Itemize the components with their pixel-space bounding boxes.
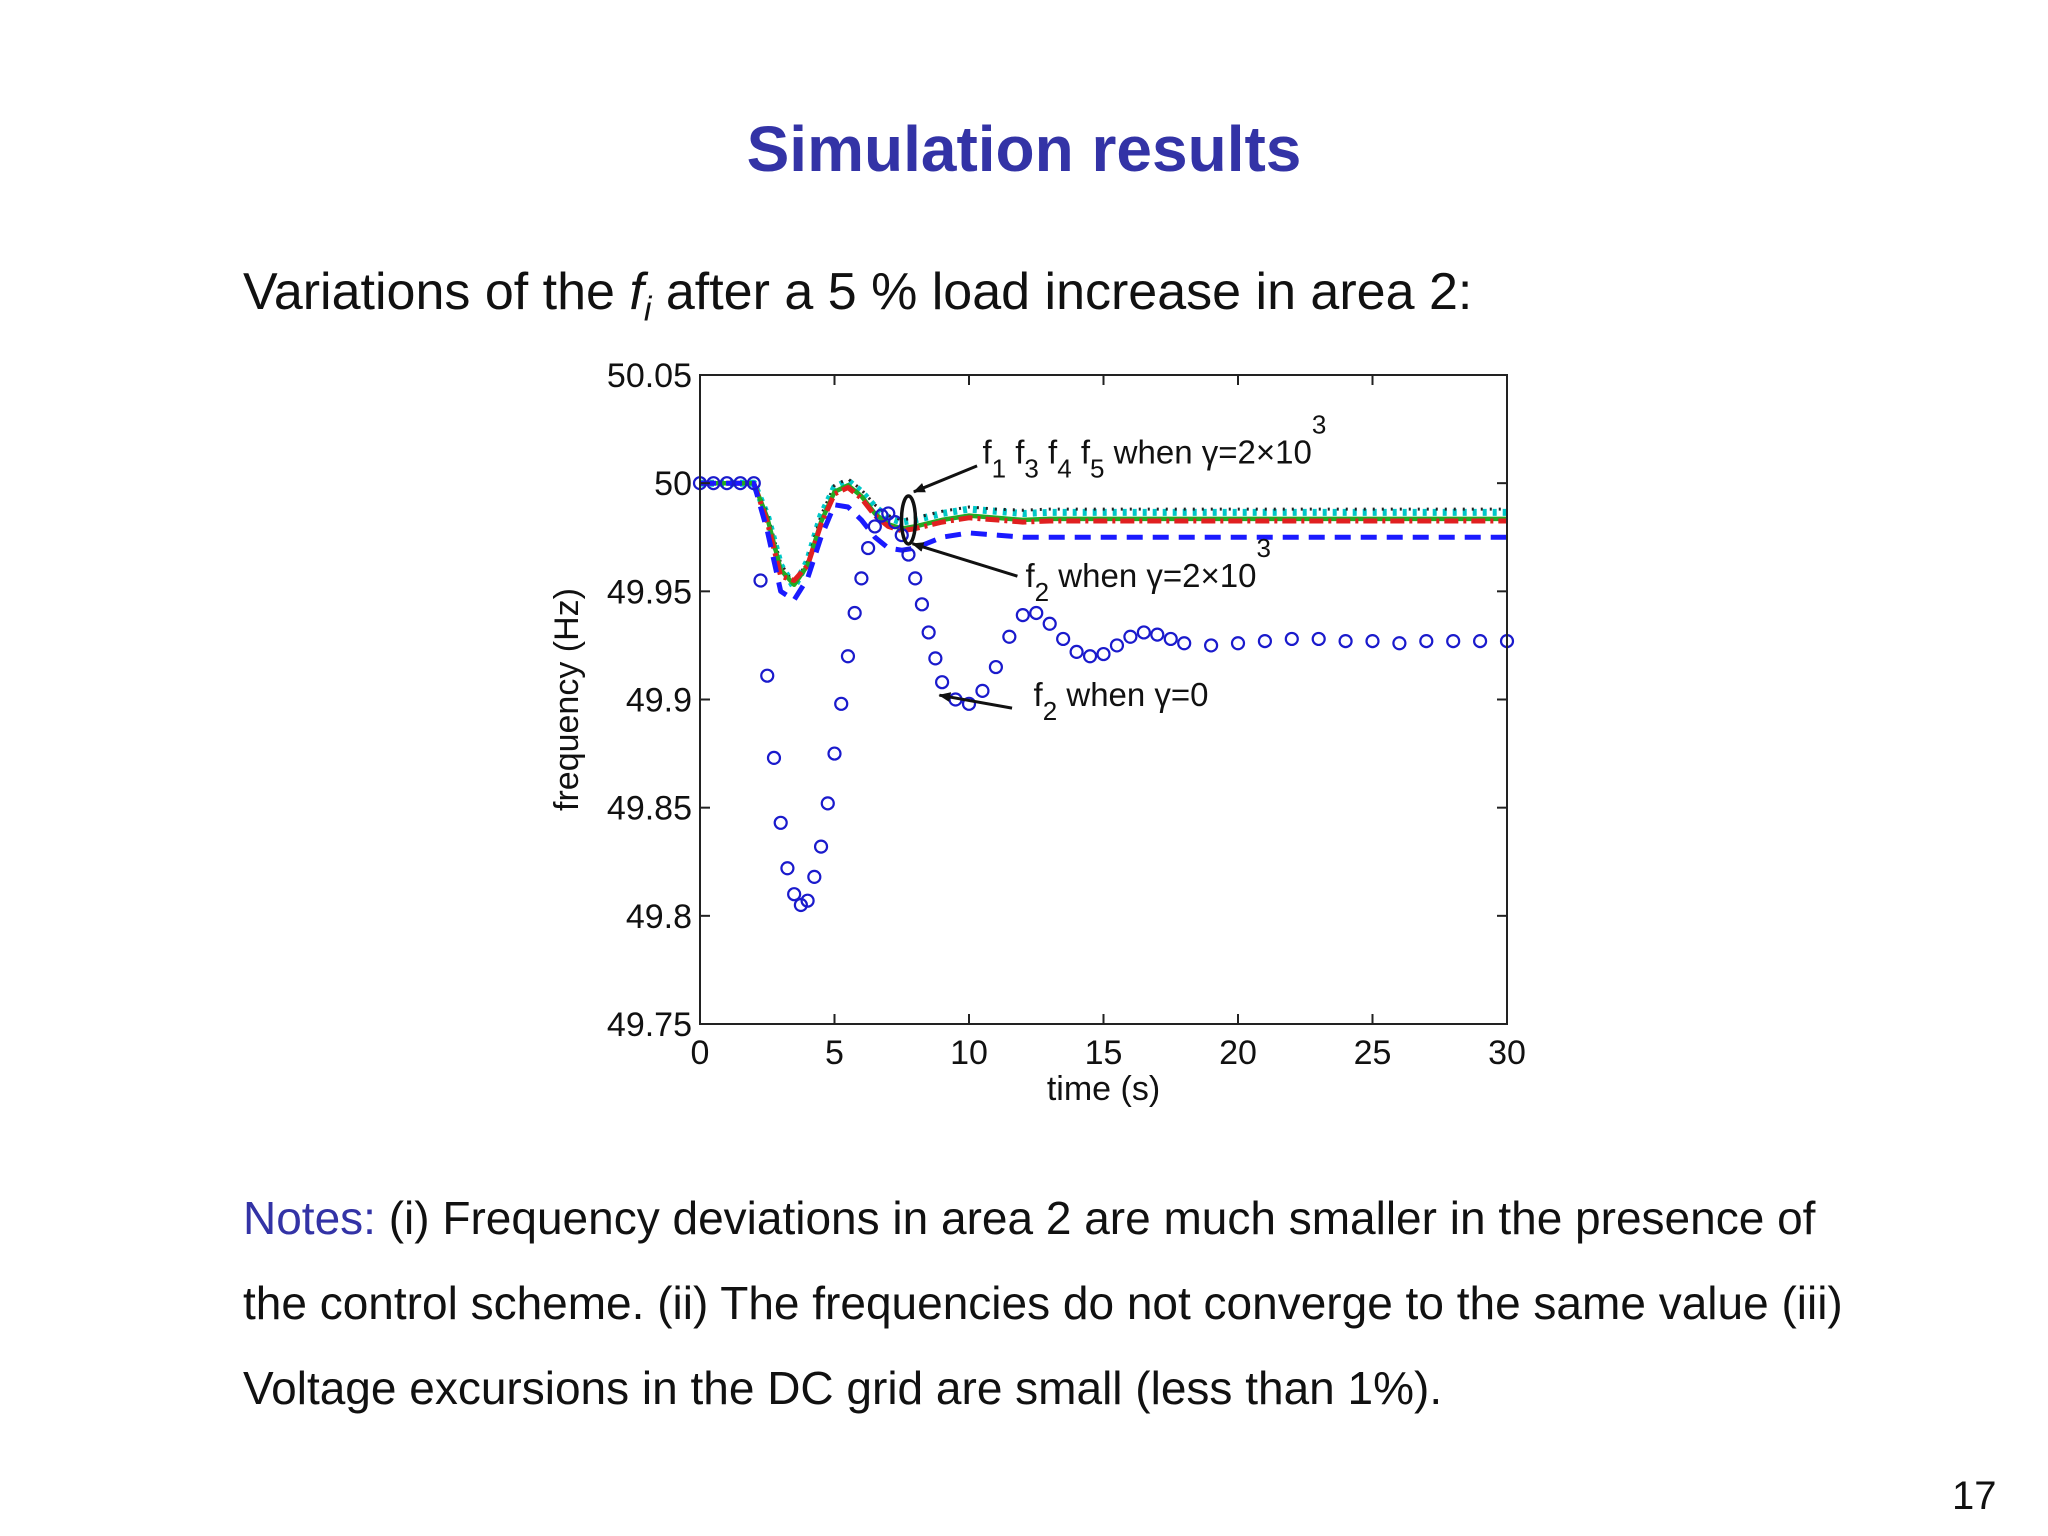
notes-label: Notes:: [243, 1192, 376, 1244]
data-point: [1392, 636, 1407, 651]
intro-variable: fi: [629, 263, 652, 329]
ticks-layer: 0 5 10 15 20 25 30 49.75 49.8 49.85 49.9 49.95 50 50.…: [607, 357, 1526, 1072]
data-point: [787, 887, 802, 902]
data-point: [975, 683, 990, 698]
y-tick-label: 49.75: [607, 1006, 692, 1044]
data-point: [861, 540, 876, 556]
x-tick-label: 25: [1354, 1034, 1392, 1072]
data-point: [1419, 633, 1434, 649]
data-point: [1230, 636, 1246, 651]
data-point: [874, 508, 889, 523]
x-axis-label: time (s): [1047, 1070, 1160, 1108]
y-tick-label: 49.8: [626, 898, 692, 936]
y-tick-label: 50: [654, 465, 692, 503]
data-point: [1069, 644, 1084, 660]
data-point: [1446, 633, 1461, 649]
notes: Notes: (i) Frequency deviations in area …: [243, 1176, 1883, 1431]
data-point: [780, 861, 795, 876]
x-tick-label: 15: [1085, 1034, 1123, 1072]
y-tick-label: 49.85: [607, 790, 692, 828]
y-tick-label: 50.05: [607, 357, 692, 395]
x-tick-label: 0: [691, 1034, 710, 1072]
series-line: [700, 480, 1507, 603]
data-point: [854, 571, 869, 586]
data-point: [928, 651, 943, 666]
x-tick-label: 5: [825, 1034, 844, 1072]
series-line: [700, 477, 1507, 591]
data-point: [1284, 631, 1299, 647]
data-point: [881, 506, 896, 521]
data-point: [1109, 638, 1125, 653]
x-tick-label: 20: [1219, 1034, 1257, 1072]
y-axis-label: frequency (Hz): [548, 588, 586, 811]
slide-title: Simulation results: [746, 113, 1302, 185]
x-tick-label: 10: [950, 1034, 988, 1072]
annotation-label: f2 when γ=2×103: [1025, 533, 1270, 607]
data-point: [840, 649, 856, 664]
data-point: [1163, 631, 1178, 647]
data-point: [1042, 616, 1057, 631]
data-point: [1338, 633, 1353, 649]
data-point: [1472, 633, 1488, 649]
data-point: [1177, 636, 1192, 651]
x-tick-label: 30: [1488, 1034, 1526, 1072]
data-point: [746, 476, 761, 491]
data-point: [1150, 627, 1165, 642]
data-point: [1056, 631, 1071, 647]
y-tick-label: 49.9: [626, 682, 692, 720]
data-point: [760, 668, 775, 683]
annotation-label: f1 f3 f4 f5 when γ=2×103: [982, 410, 1326, 484]
annotation-arrow: [938, 692, 1013, 710]
data-point: [1311, 631, 1326, 647]
data-point: [800, 893, 815, 908]
data-point: [1082, 649, 1098, 664]
data-point: [820, 796, 835, 811]
data-point: [719, 476, 735, 491]
data-point: [934, 675, 950, 690]
series-cyan-dotted: [700, 477, 1507, 591]
data-point: [1096, 646, 1111, 662]
annotations-layer: f1 f3 f4 f5 when γ=2×103 f2 when γ=2×103 f…: [899, 410, 1326, 726]
data-point: [921, 625, 936, 640]
data-point: [847, 605, 862, 621]
data-point: [807, 869, 822, 884]
annotation-label: f2 when γ=0: [1034, 676, 1209, 726]
data-point: [813, 839, 829, 854]
annotation-ellipse: [899, 494, 918, 546]
y-tick-label: 49.95: [607, 573, 692, 611]
data-point: [914, 597, 930, 612]
data-point: [1136, 625, 1151, 640]
data-point: [773, 815, 788, 830]
series-line: [700, 480, 1507, 583]
data-point: [1029, 605, 1044, 621]
data-point: [1123, 629, 1138, 644]
data-point: [733, 476, 748, 491]
data-point: [1002, 629, 1017, 644]
data-point: [834, 696, 849, 711]
data-point: [961, 696, 977, 711]
series-blue-dashed: [700, 480, 1507, 603]
annotation-arrow: [911, 542, 1018, 578]
data-point: [1015, 608, 1030, 623]
intro-after: after a 5 % load increase in area 2:: [651, 263, 1473, 321]
annotation-arrow: [912, 464, 978, 494]
page-number: 17: [1952, 1474, 1997, 1518]
data-point: [1365, 633, 1380, 649]
data-point: [1203, 638, 1219, 653]
data-point: [1257, 633, 1273, 649]
notes-body: (i) Frequency deviations in area 2 are m…: [243, 1192, 1843, 1414]
data-point: [988, 659, 1004, 675]
intro-text: Variations of the fi after a 5 % load in…: [243, 262, 1472, 329]
series-red-dashdot: [700, 480, 1507, 583]
data-point: [753, 573, 768, 588]
data-point: [908, 571, 923, 586]
data-point: [901, 547, 916, 562]
data-point: [766, 750, 782, 766]
intro-before: Variations of the: [243, 263, 630, 321]
series-layer: [692, 476, 1515, 913]
data-point: [827, 746, 842, 761]
data-point: [867, 519, 882, 534]
